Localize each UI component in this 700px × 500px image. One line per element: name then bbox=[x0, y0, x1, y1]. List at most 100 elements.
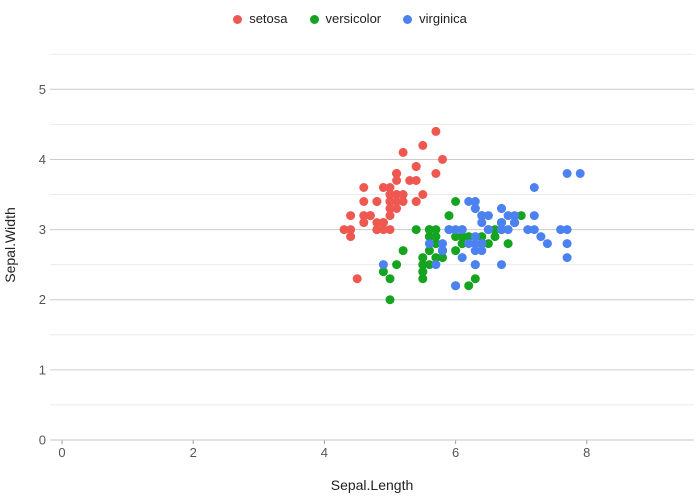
point-virginica[interactable] bbox=[444, 225, 454, 235]
point-setosa[interactable] bbox=[365, 211, 375, 221]
point-setosa[interactable] bbox=[378, 225, 388, 235]
point-setosa[interactable] bbox=[346, 225, 356, 235]
point-versicolor[interactable] bbox=[451, 246, 461, 256]
point-versicolor[interactable] bbox=[392, 260, 402, 270]
point-virginica[interactable] bbox=[470, 204, 480, 213]
point-virginica[interactable] bbox=[431, 260, 441, 270]
point-virginica[interactable] bbox=[503, 211, 513, 221]
point-virginica[interactable] bbox=[562, 239, 572, 249]
point-versicolor[interactable] bbox=[451, 197, 461, 206]
point-virginica[interactable] bbox=[497, 204, 506, 213]
point-setosa[interactable] bbox=[398, 197, 408, 206]
point-versicolor[interactable] bbox=[483, 239, 493, 249]
point-versicolor[interactable] bbox=[431, 232, 441, 242]
point-virginica[interactable] bbox=[503, 225, 513, 235]
point-setosa[interactable] bbox=[359, 183, 369, 192]
point-setosa[interactable] bbox=[398, 190, 408, 199]
point-virginica[interactable] bbox=[470, 239, 480, 249]
point-virginica[interactable] bbox=[529, 211, 539, 221]
point-virginica[interactable] bbox=[470, 260, 480, 270]
point-setosa[interactable] bbox=[398, 147, 408, 157]
point-versicolor[interactable] bbox=[457, 232, 467, 242]
point-virginica[interactable] bbox=[438, 239, 447, 249]
point-versicolor[interactable] bbox=[438, 253, 447, 263]
point-setosa[interactable] bbox=[411, 162, 421, 171]
point-virginica[interactable] bbox=[477, 246, 487, 256]
point-virginica[interactable] bbox=[477, 218, 487, 228]
point-setosa[interactable] bbox=[392, 176, 402, 185]
point-virginica[interactable] bbox=[575, 169, 585, 178]
point-setosa[interactable] bbox=[359, 218, 369, 228]
point-virginica[interactable] bbox=[542, 239, 552, 249]
point-virginica[interactable] bbox=[457, 225, 467, 235]
point-versicolor[interactable] bbox=[490, 225, 500, 235]
point-setosa[interactable] bbox=[411, 176, 421, 185]
point-versicolor[interactable] bbox=[378, 267, 388, 277]
point-virginica[interactable] bbox=[497, 260, 506, 270]
point-versicolor[interactable] bbox=[451, 232, 461, 242]
point-setosa[interactable] bbox=[392, 197, 402, 206]
point-setosa[interactable] bbox=[359, 211, 369, 221]
point-setosa[interactable] bbox=[385, 225, 395, 235]
point-versicolor[interactable] bbox=[385, 295, 395, 305]
point-setosa[interactable] bbox=[392, 204, 402, 213]
point-virginica[interactable] bbox=[464, 239, 474, 249]
point-virginica[interactable] bbox=[457, 253, 467, 263]
point-versicolor[interactable] bbox=[470, 274, 480, 284]
point-virginica[interactable] bbox=[556, 225, 566, 235]
legend-item-versicolor[interactable]: versicolor bbox=[309, 11, 381, 27]
point-versicolor[interactable] bbox=[424, 232, 434, 242]
point-setosa[interactable] bbox=[339, 225, 349, 235]
point-setosa[interactable] bbox=[431, 126, 441, 136]
point-setosa[interactable] bbox=[385, 190, 395, 199]
point-virginica[interactable] bbox=[483, 225, 493, 235]
point-setosa[interactable] bbox=[405, 176, 415, 185]
point-versicolor[interactable] bbox=[464, 281, 474, 291]
point-versicolor[interactable] bbox=[418, 253, 428, 263]
point-virginica[interactable] bbox=[483, 211, 493, 221]
point-versicolor[interactable] bbox=[418, 267, 428, 277]
point-setosa[interactable] bbox=[378, 218, 388, 228]
point-virginica[interactable] bbox=[529, 225, 539, 235]
point-virginica[interactable] bbox=[510, 211, 520, 221]
point-virginica[interactable] bbox=[451, 225, 461, 235]
point-versicolor[interactable] bbox=[385, 274, 395, 284]
point-virginica[interactable] bbox=[470, 246, 480, 256]
point-virginica[interactable] bbox=[424, 239, 434, 249]
point-virginica[interactable] bbox=[378, 260, 388, 270]
point-setosa[interactable] bbox=[385, 204, 395, 213]
point-setosa[interactable] bbox=[431, 169, 441, 178]
point-virginica[interactable] bbox=[562, 253, 572, 263]
point-versicolor[interactable] bbox=[431, 253, 441, 263]
point-virginica[interactable] bbox=[523, 225, 533, 235]
point-virginica[interactable] bbox=[477, 239, 487, 249]
point-virginica[interactable] bbox=[536, 232, 546, 242]
point-versicolor[interactable] bbox=[516, 211, 526, 221]
point-virginica[interactable] bbox=[438, 246, 447, 256]
point-versicolor[interactable] bbox=[490, 232, 500, 242]
point-versicolor[interactable] bbox=[424, 260, 434, 270]
point-setosa[interactable] bbox=[352, 274, 362, 284]
point-setosa[interactable] bbox=[359, 197, 369, 206]
point-virginica[interactable] bbox=[497, 225, 506, 235]
point-versicolor[interactable] bbox=[503, 239, 513, 249]
point-versicolor[interactable] bbox=[477, 232, 487, 242]
point-versicolor[interactable] bbox=[431, 239, 441, 249]
point-setosa[interactable] bbox=[418, 140, 428, 150]
point-virginica[interactable] bbox=[510, 218, 520, 228]
point-setosa[interactable] bbox=[438, 154, 447, 164]
point-virginica[interactable] bbox=[451, 281, 461, 291]
point-virginica[interactable] bbox=[470, 197, 480, 206]
point-versicolor[interactable] bbox=[398, 246, 408, 256]
point-setosa[interactable] bbox=[392, 169, 402, 178]
point-versicolor[interactable] bbox=[444, 211, 454, 221]
point-virginica[interactable] bbox=[477, 211, 487, 221]
point-versicolor[interactable] bbox=[418, 274, 428, 284]
point-versicolor[interactable] bbox=[424, 246, 434, 256]
point-setosa[interactable] bbox=[372, 197, 382, 206]
point-setosa[interactable] bbox=[372, 218, 382, 228]
point-versicolor[interactable] bbox=[418, 260, 428, 270]
point-virginica[interactable] bbox=[562, 225, 572, 235]
point-setosa[interactable] bbox=[411, 197, 421, 206]
point-setosa[interactable] bbox=[418, 190, 428, 199]
